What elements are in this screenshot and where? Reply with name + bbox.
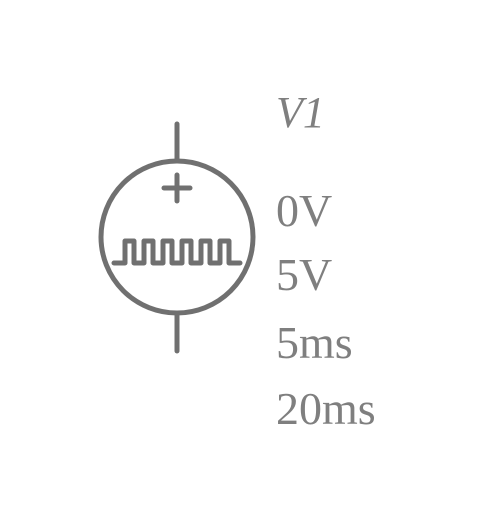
low-voltage-label[interactable]: 0V <box>276 185 333 236</box>
high-voltage-label[interactable]: 5V <box>276 249 333 300</box>
period-label[interactable]: 20ms <box>276 383 376 434</box>
pulse-waveform-icon <box>111 238 243 266</box>
source-body-circle[interactable] <box>98 158 256 316</box>
component-name-label[interactable]: V1 <box>276 88 325 137</box>
on-time-label[interactable]: 5ms <box>276 317 353 368</box>
